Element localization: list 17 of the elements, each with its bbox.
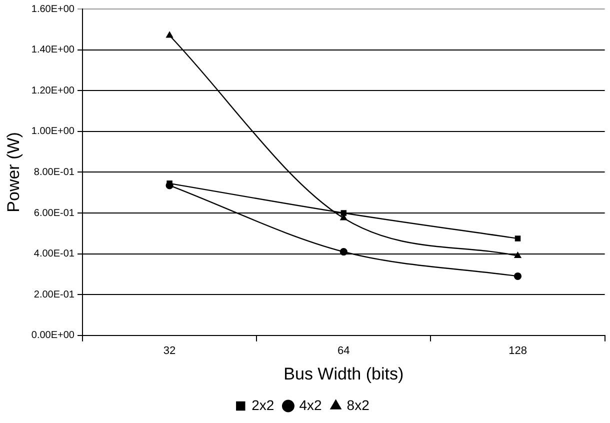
y-tick-label: 6.00E-01 bbox=[34, 208, 75, 219]
x-tick-label: 128 bbox=[508, 345, 527, 358]
x-tick-label: 64 bbox=[338, 345, 350, 358]
y-axis-title: Power (W) bbox=[4, 132, 23, 212]
legend-label: 4x2 bbox=[299, 396, 322, 413]
x-axis-title: Bus Width (bits) bbox=[284, 364, 404, 384]
legend-label: 8x2 bbox=[346, 396, 370, 413]
y-tick-label: 1.20E+00 bbox=[31, 85, 75, 96]
x-tick-label: 32 bbox=[163, 345, 176, 358]
y-tick-label: 4.00E-01 bbox=[34, 248, 75, 260]
y-tick-label: 1.60E+00 bbox=[31, 4, 75, 15]
y-tick-label: 1.40E+00 bbox=[31, 44, 75, 56]
y-tick-label: 1.00E+00 bbox=[31, 126, 75, 138]
y-tick-label: 8.00E-01 bbox=[34, 166, 75, 178]
y-tick-label: 0.00E+00 bbox=[31, 330, 75, 342]
y-tick-label: 2.00E-01 bbox=[34, 289, 75, 300]
legend-label: 2x2 bbox=[252, 396, 274, 413]
